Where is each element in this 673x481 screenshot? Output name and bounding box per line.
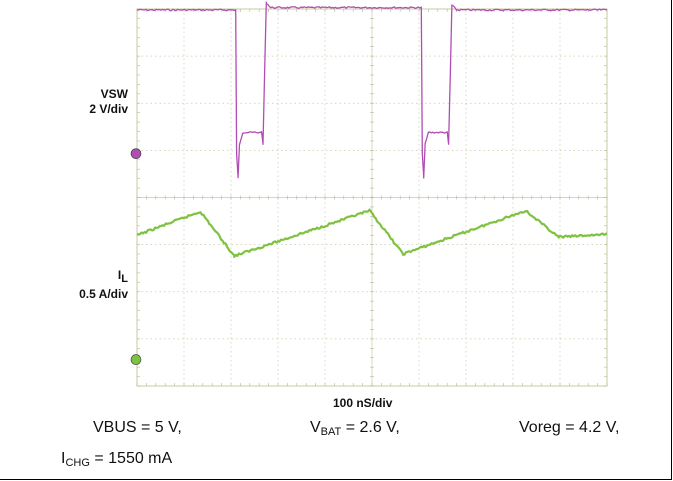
caption-vbus: VBUS = 5 V, (93, 419, 182, 436)
vsw-ground-marker (130, 148, 142, 159)
ch1-label: VSW 2 V/div (89, 87, 128, 117)
ch2-label: IL 0.5 A/div (79, 268, 128, 302)
caption-vbat-main: V (310, 419, 321, 436)
caption-vbat-rest: = 2.6 V, (341, 419, 400, 436)
ch2-name-sub: L (121, 273, 128, 285)
caption-vbat-sub: BAT (320, 426, 342, 438)
caption-ichg-main: I (61, 450, 66, 467)
caption-ichg: ICHG = 1550 mA (61, 450, 172, 469)
x-axis-label: 100 nS/div (333, 396, 393, 410)
vsw-trace (136, 1, 608, 179)
il-trace (136, 208, 608, 258)
il-ground-marker (130, 354, 142, 365)
ch1-name: VSW (100, 87, 128, 101)
caption-voreg: Voreg = 4.2 V, (519, 419, 620, 436)
caption-vbat: VBAT = 2.6 V, (310, 419, 400, 438)
ch1-scale: 2 V/div (89, 102, 128, 116)
caption-ichg-sub: CHG (65, 457, 90, 469)
grid (136, 8, 608, 387)
traces (136, 1, 608, 258)
channel-markers (130, 148, 142, 365)
ch2-scale: 0.5 A/div (79, 287, 128, 301)
ch2-name: I (117, 268, 122, 282)
caption-ichg-rest: = 1550 mA (89, 450, 173, 467)
